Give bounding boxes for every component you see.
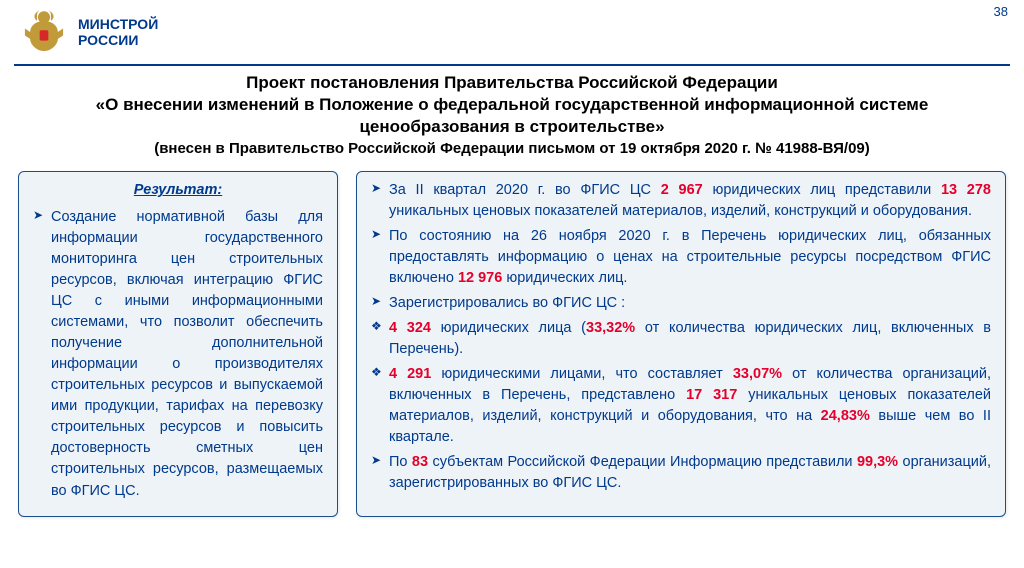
right-item-3: Зарегистрировались во ФГИС ЦС :	[371, 293, 991, 314]
header-rule	[14, 64, 1010, 66]
num-83: 83	[412, 454, 428, 470]
logo-block: МИНСТРОЙ РОССИИ	[18, 6, 158, 58]
right-sub-2: 4 291 юридическими лицами, что составляе…	[371, 364, 991, 448]
right-item-4: По 83 субъектам Российской Федерации Инф…	[371, 452, 991, 494]
page-number: 38	[994, 4, 1008, 19]
title-block: Проект постановления Правительства Росси…	[0, 72, 1024, 163]
num-17317: 17 317	[686, 387, 737, 403]
num-4291: 4 291	[389, 366, 431, 382]
pct-33-07: 33,07%	[733, 366, 782, 382]
left-item: Создание нормативной базы для информации…	[33, 207, 323, 501]
header: МИНСТРОЙ РОССИИ 38	[0, 0, 1024, 62]
pct-99-3: 99,3%	[857, 454, 898, 470]
result-heading: Результат:	[33, 180, 323, 201]
right-item-2: По состоянию на 26 ноября 2020 г. в Пере…	[371, 226, 991, 289]
content-columns: Результат: Создание нормативной базы для…	[0, 163, 1024, 526]
coat-of-arms-icon	[18, 6, 70, 58]
pct-24-83: 24,83%	[821, 408, 870, 424]
title-sub: (внесен в Правительство Российской Федер…	[20, 140, 1004, 157]
left-list: Создание нормативной базы для информации…	[33, 207, 323, 501]
num-4324: 4 324	[389, 320, 431, 336]
right-item-1: За II квартал 2020 г. во ФГИС ЦС 2 967 ю…	[371, 180, 991, 222]
org-line2: РОССИИ	[78, 32, 158, 48]
org-line1: МИНСТРОЙ	[78, 16, 158, 32]
title-line-2: «О внесении изменений в Положение о феде…	[20, 94, 1004, 116]
num-12976: 12 976	[458, 270, 502, 286]
right-sub-1: 4 324 юридических лица (33,32% от количе…	[371, 318, 991, 360]
org-name: МИНСТРОЙ РОССИИ	[78, 16, 158, 48]
right-sublist: 4 324 юридических лица (33,32% от количе…	[371, 318, 991, 448]
right-list: За II квартал 2020 г. во ФГИС ЦС 2 967 ю…	[371, 180, 991, 314]
left-box: Результат: Создание нормативной базы для…	[18, 171, 338, 516]
left-text: Создание нормативной базы для информации…	[51, 209, 323, 498]
right-list-2: По 83 субъектам Российской Федерации Инф…	[371, 452, 991, 494]
title-line-1: Проект постановления Правительства Росси…	[20, 72, 1004, 94]
num-13278: 13 278	[941, 182, 991, 198]
pct-33-32: 33,32%	[586, 320, 635, 336]
right-box: За II квартал 2020 г. во ФГИС ЦС 2 967 ю…	[356, 171, 1006, 516]
title-line-3: ценообразования в строительстве»	[20, 116, 1004, 138]
num-2967: 2 967	[661, 182, 703, 198]
